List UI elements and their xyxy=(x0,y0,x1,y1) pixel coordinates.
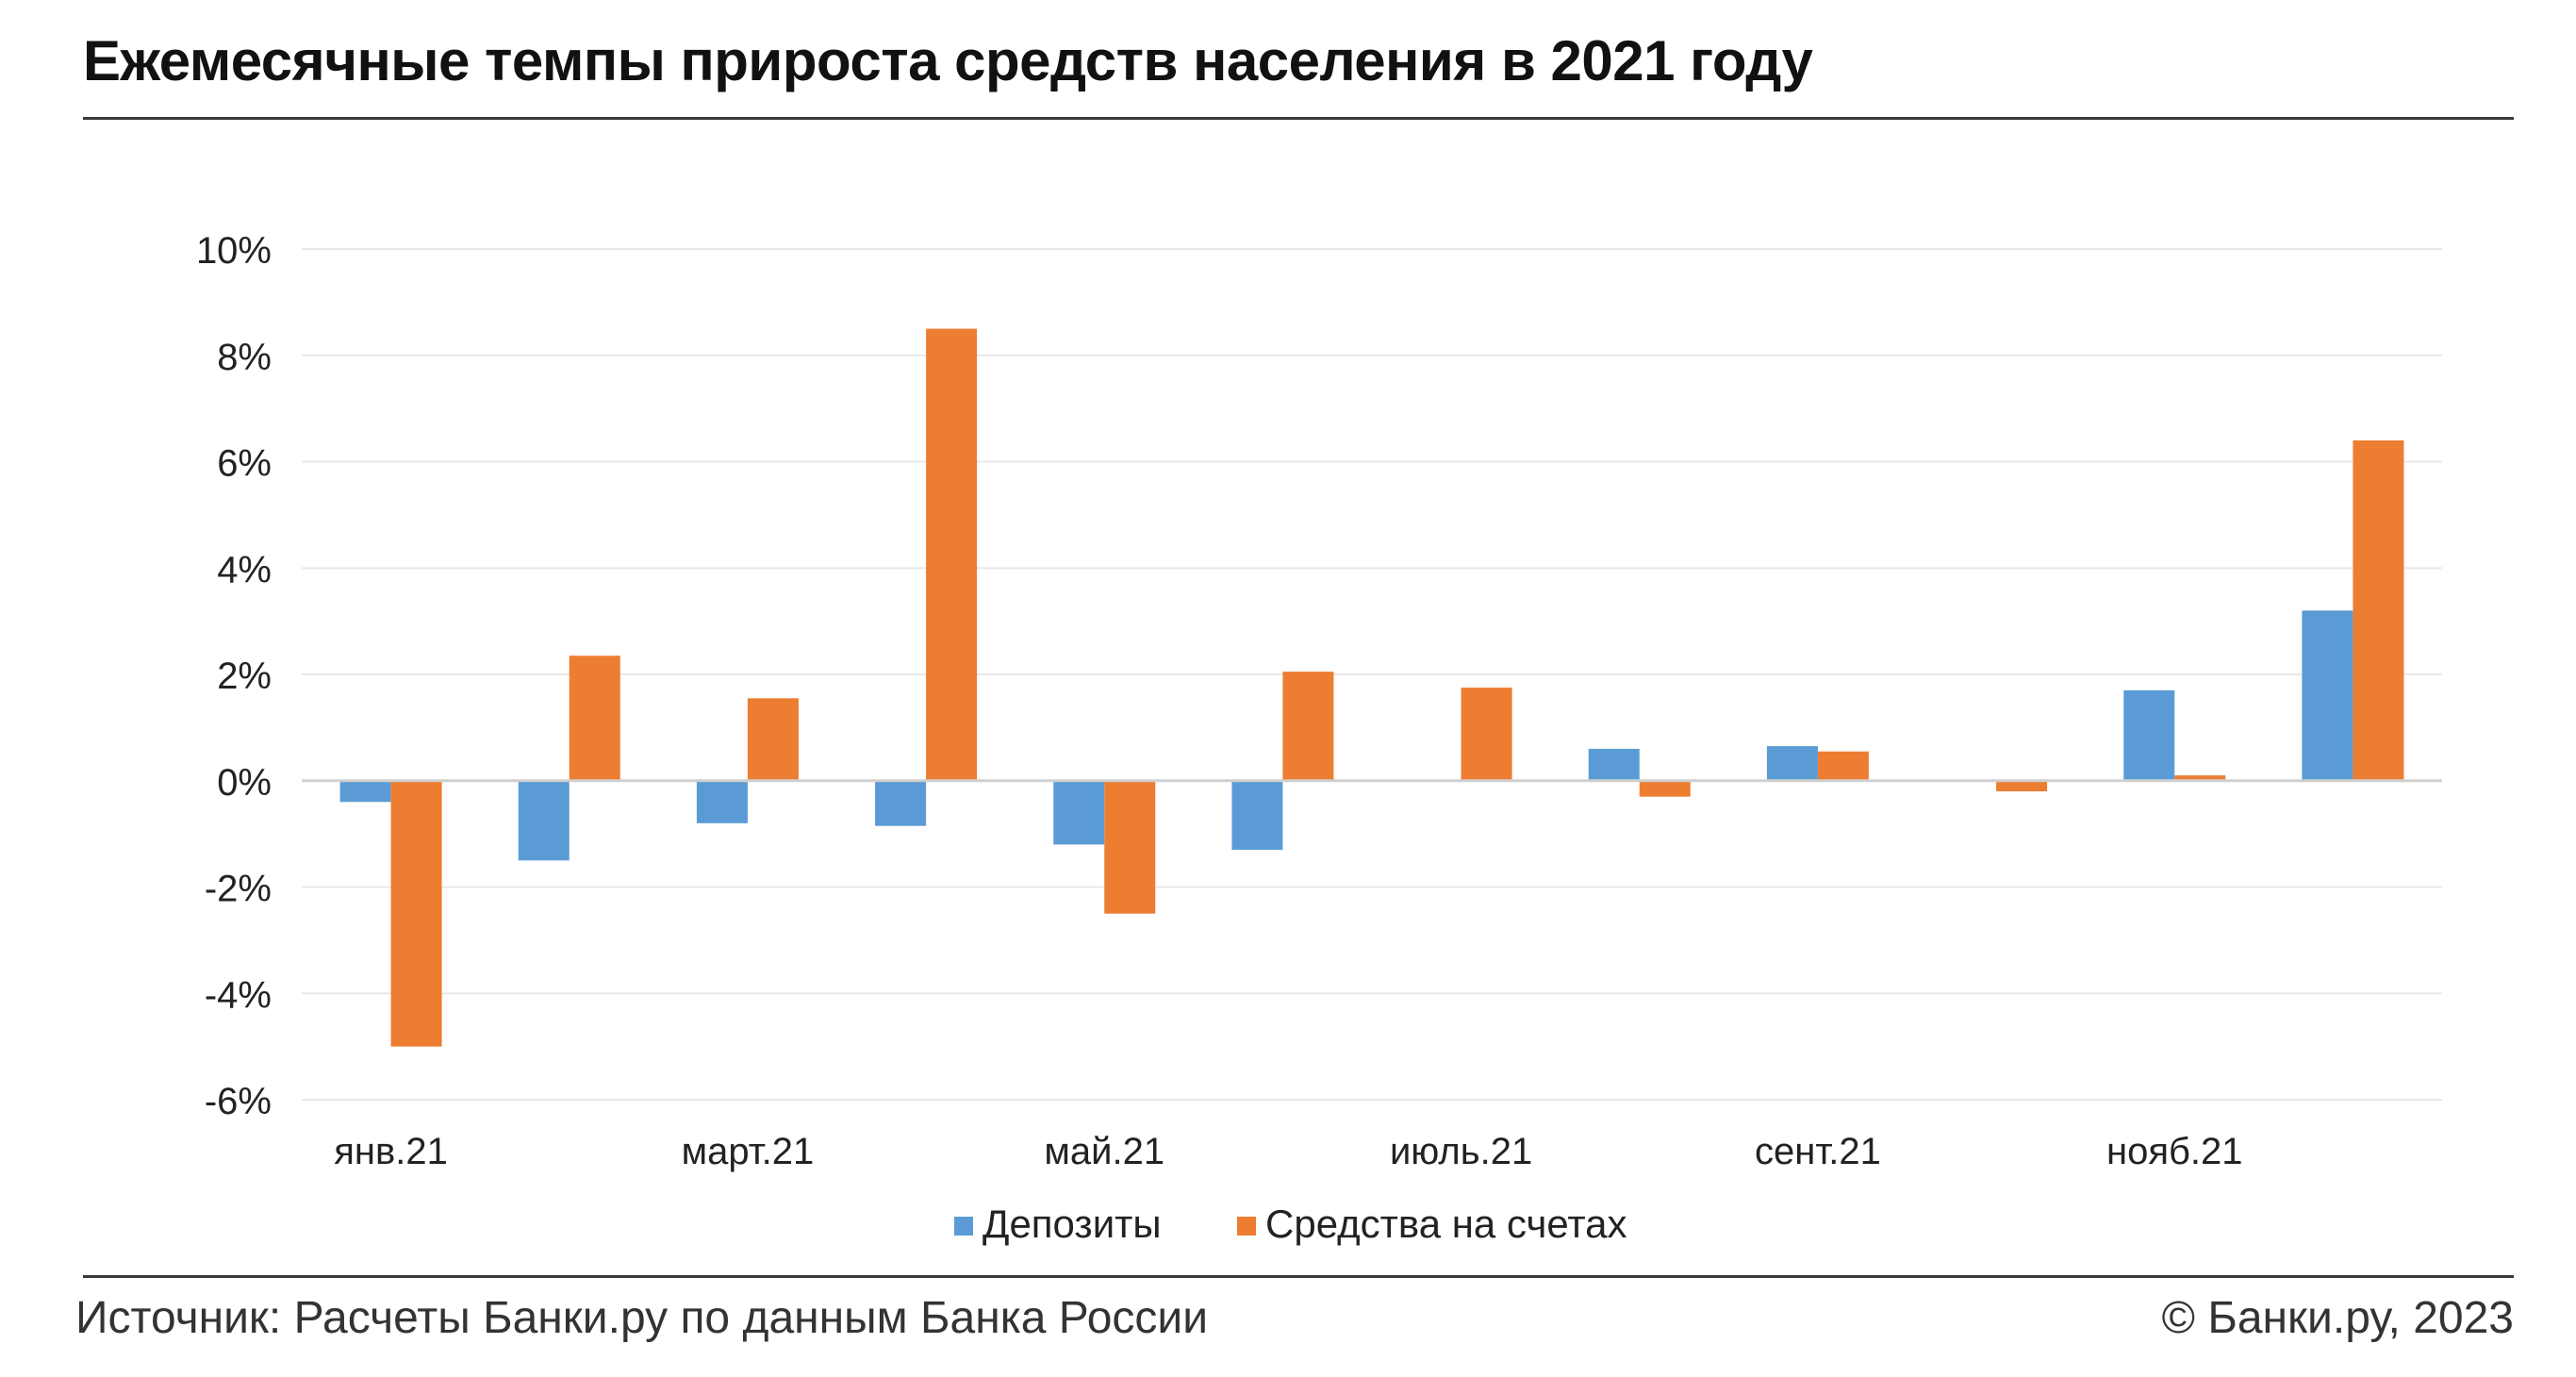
x-tick-label: сент.21 xyxy=(1755,1131,1881,1172)
x-tick-label: нояб.21 xyxy=(2106,1131,2243,1172)
x-tick-label: март.21 xyxy=(682,1131,815,1172)
y-tick-label: -6% xyxy=(205,1081,272,1122)
source-note: Источник: Расчеты Банки.ру по данным Бан… xyxy=(75,1293,1209,1343)
deposits-bar xyxy=(2123,689,2175,781)
legend-swatch-accounts xyxy=(1237,1217,1256,1236)
deposits-bar xyxy=(1053,780,1105,845)
deposits-bar xyxy=(1588,748,1640,781)
legend-swatch-deposits xyxy=(954,1217,973,1236)
accounts-bar xyxy=(1996,780,2048,792)
accounts-bar xyxy=(1817,751,1869,781)
deposits-bar xyxy=(339,780,391,803)
x-tick-label: июль.21 xyxy=(1390,1131,1532,1172)
y-tick-labels: 10% 8% 6% 4% 2% 0% -2% -4% -6% xyxy=(196,230,272,1122)
accounts-bar xyxy=(2174,775,2226,781)
accounts-bar xyxy=(390,780,442,1047)
bar-chart: 10% 8% 6% 4% 2% 0% -2% -4% -6% янв.21 март.21 май.… xyxy=(196,230,2442,1246)
y-tick-label: 0% xyxy=(217,762,272,804)
bottom-divider xyxy=(83,1275,2514,1278)
bars-layer xyxy=(339,328,2404,1047)
accounts-bar xyxy=(1639,780,1691,797)
top-divider xyxy=(83,117,2514,120)
legend-label-accounts: Средства на счетах xyxy=(1265,1202,1627,1246)
legend: Депозиты Средства на счетах xyxy=(954,1202,1627,1246)
y-tick-label: 6% xyxy=(217,443,272,485)
x-tick-labels: янв.21 март.21 май.21 июль.21 сент.21 нояб.21 xyxy=(334,1131,2242,1172)
y-tick-label: 2% xyxy=(217,655,272,697)
copyright-note: © Банки.ру, 2023 xyxy=(2161,1293,2514,1343)
chart-title: Ежемесячные темпы прироста средств насел… xyxy=(83,29,1813,92)
y-tick-label: 4% xyxy=(217,549,272,590)
deposits-bar xyxy=(875,780,927,826)
deposits-bar xyxy=(518,780,570,861)
accounts-bar xyxy=(569,655,620,781)
y-tick-label: -2% xyxy=(205,869,272,910)
y-tick-label: 10% xyxy=(196,230,272,272)
deposits-bar xyxy=(1766,746,1818,781)
deposits-bar xyxy=(2302,610,2353,781)
accounts-bar xyxy=(1104,780,1156,914)
deposits-bar xyxy=(696,780,748,823)
accounts-bar xyxy=(2353,440,2404,781)
accounts-bar xyxy=(1461,688,1512,781)
legend-label-deposits: Депозиты xyxy=(983,1202,1162,1246)
y-tick-label: -4% xyxy=(205,974,272,1016)
deposits-bar xyxy=(1231,780,1283,851)
accounts-bar xyxy=(1282,672,1334,781)
y-tick-label: 8% xyxy=(217,337,272,378)
grid-layer xyxy=(302,248,2442,1101)
x-tick-label: янв.21 xyxy=(334,1131,448,1172)
accounts-bar xyxy=(747,698,799,781)
x-tick-label: май.21 xyxy=(1044,1131,1164,1172)
accounts-bar xyxy=(926,328,978,781)
